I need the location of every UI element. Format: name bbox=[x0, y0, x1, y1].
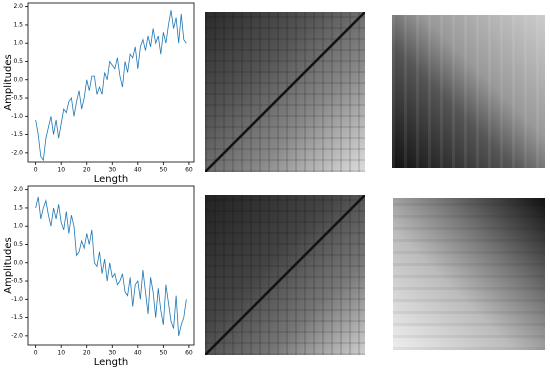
x-tick-label: 50 bbox=[160, 350, 168, 357]
x-tick-label: 0 bbox=[34, 350, 38, 357]
y-tick-label: -1.5 bbox=[11, 131, 23, 138]
x-tick-label: 10 bbox=[57, 167, 65, 174]
plot-frame bbox=[27, 185, 195, 346]
x-tick-label: 20 bbox=[83, 167, 91, 174]
data-line bbox=[35, 10, 187, 162]
x-tick-label: 50 bbox=[160, 167, 168, 174]
y-tick-label: -2.0 bbox=[11, 149, 23, 156]
recurrence-image bbox=[205, 195, 365, 355]
y-tick-label: 0.5 bbox=[13, 241, 23, 248]
y-tick-label: -2.0 bbox=[11, 332, 23, 339]
plot-frame bbox=[27, 2, 195, 163]
x-axis-label: Length bbox=[94, 174, 129, 185]
y-tick-label: 1.0 bbox=[13, 40, 23, 47]
y-tick-label: 1.5 bbox=[13, 204, 23, 211]
y-tick-label: 1.0 bbox=[13, 223, 23, 230]
y-tick-label: -0.5 bbox=[11, 278, 23, 285]
x-tick-label: 60 bbox=[185, 167, 193, 174]
x-tick-label: 20 bbox=[83, 350, 91, 357]
recurrence-image bbox=[205, 12, 365, 172]
y-axis-label: Amplitudes bbox=[3, 237, 14, 293]
x-tick-label: 40 bbox=[134, 167, 142, 174]
y-axis-label: Amplitudes bbox=[3, 54, 14, 110]
y-tick-label: -1.0 bbox=[11, 113, 23, 120]
y-tick-label: 0.5 bbox=[13, 58, 23, 65]
y-tick-label: -1.5 bbox=[11, 314, 23, 321]
x-tick-label: 30 bbox=[108, 350, 116, 357]
transition-image bbox=[393, 198, 545, 350]
y-tick-label: -1.0 bbox=[11, 296, 23, 303]
y-tick-label: 2.0 bbox=[13, 186, 23, 193]
y-tick-label: 0.0 bbox=[13, 76, 23, 83]
y-tick-label: -0.5 bbox=[11, 95, 23, 102]
y-tick-label: 1.5 bbox=[13, 21, 23, 28]
y-tick-label: 0.0 bbox=[13, 259, 23, 266]
x-tick-label: 0 bbox=[34, 167, 38, 174]
x-axis-label: Length bbox=[94, 357, 129, 368]
x-tick-label: 10 bbox=[57, 350, 65, 357]
x-tick-label: 30 bbox=[108, 167, 116, 174]
x-tick-label: 40 bbox=[134, 350, 142, 357]
data-line bbox=[35, 196, 187, 336]
y-tick-label: 2.0 bbox=[13, 3, 23, 10]
x-tick-label: 60 bbox=[185, 350, 193, 357]
transition-image bbox=[392, 15, 545, 168]
